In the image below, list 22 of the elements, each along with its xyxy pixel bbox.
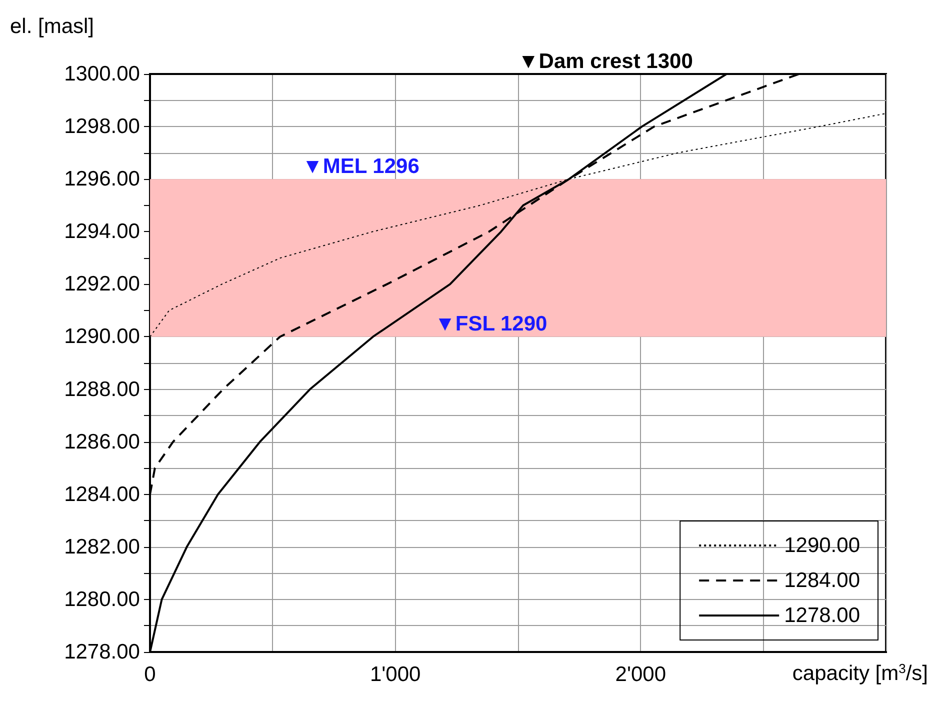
y-tick-label: 1288.00 [64, 378, 140, 401]
y-tick-label: 1294.00 [64, 220, 140, 244]
annotation: ▼FSL 1290 [434, 312, 548, 336]
x-tick-label: 1'000 [370, 663, 421, 686]
annotation: ▼MEL 1296 [302, 155, 420, 178]
legend-label: 1290.00 [784, 534, 860, 557]
y-tick-label: 1298.00 [64, 115, 140, 138]
ref-line-label: ▼Dam crest 1300 [518, 50, 693, 73]
x-tick-label: 0 [144, 663, 156, 686]
y-tick-label: 1280.00 [64, 588, 140, 611]
y-tick-label: 1290.00 [64, 325, 140, 348]
y-tick-label: 1286.00 [64, 430, 140, 454]
y-tick-label: 1284.00 [64, 482, 140, 506]
x-tick-label: 2'000 [615, 663, 666, 686]
y-axis-title: el. [masl] [10, 15, 94, 38]
y-tick-label: 1292.00 [64, 272, 140, 296]
y-tick-label: 1278.00 [64, 640, 140, 664]
y-tick-label: 1300.00 [64, 62, 140, 86]
legend-label: 1278.00 [784, 604, 860, 627]
y-tick-label: 1282.00 [64, 535, 140, 558]
y-tick-label: 1296.00 [64, 168, 140, 191]
legend-label: 1284.00 [784, 569, 860, 592]
